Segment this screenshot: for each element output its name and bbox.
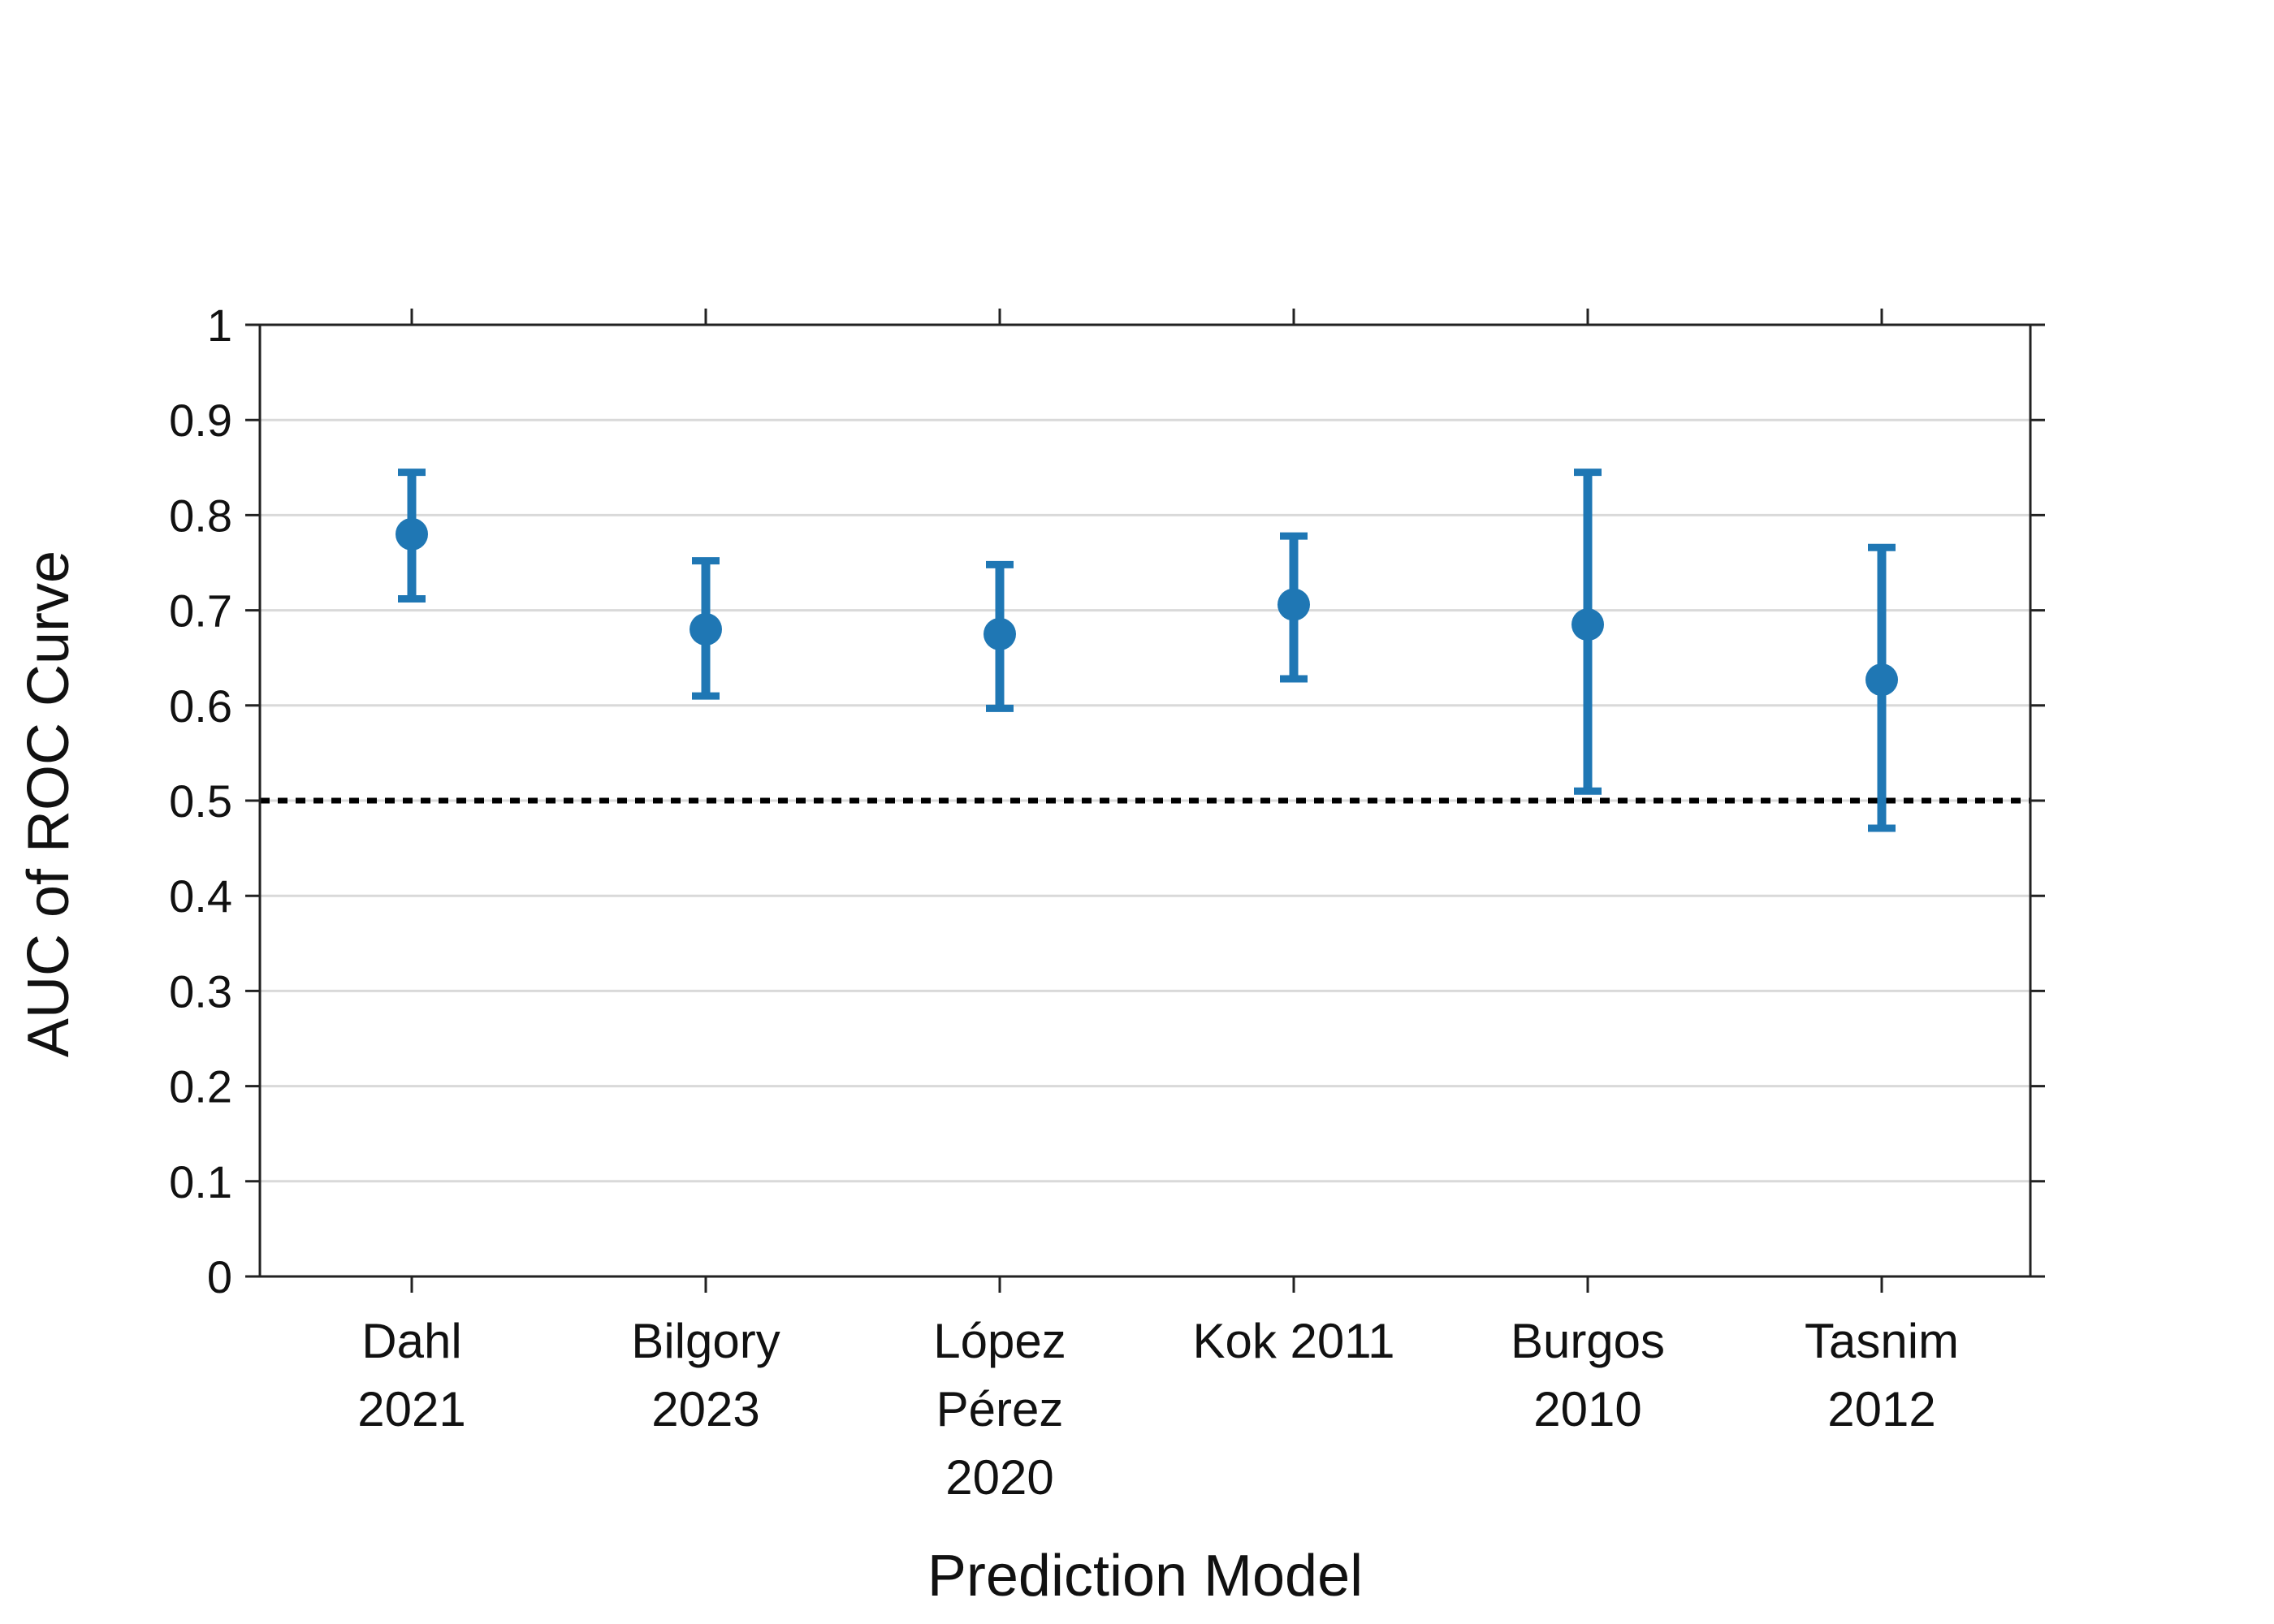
x-tick-label: Dahl 2021 (357, 1314, 465, 1436)
x-tick-label: Burgos 2010 (1511, 1314, 1665, 1436)
x-axis-title: Prediction Model (927, 1544, 1363, 1609)
y-tick-label: 0.8 (169, 490, 232, 541)
data-point (1571, 608, 1604, 641)
x-tick-label-line: 2021 (357, 1382, 465, 1436)
y-tick-label: 0.2 (169, 1061, 232, 1112)
y-tick-label: 0.4 (169, 870, 232, 922)
x-tick-label: Bilgory 2023 (631, 1314, 780, 1436)
x-tick-label-line: Kok 2011 (1192, 1314, 1394, 1368)
data-points (396, 517, 1898, 697)
x-tick-label: López Pérez 2020 (933, 1314, 1066, 1505)
data-point (396, 517, 428, 551)
y-tick-label: 0.5 (169, 775, 232, 827)
x-tick-label-line: 2020 (945, 1450, 1053, 1505)
y-tick-label: 1 (207, 300, 232, 351)
x-tick-label-line: 2012 (1827, 1382, 1935, 1436)
y-axis-title: AUC of ROC Curve (16, 551, 81, 1057)
x-tick-label-line: 2023 (651, 1382, 759, 1436)
x-tick-label-line: López (933, 1314, 1066, 1368)
axis-ticks (245, 309, 2045, 1293)
y-tick-label: 0.7 (169, 585, 232, 637)
x-tick-label-line: Pérez (936, 1382, 1064, 1436)
data-point (690, 613, 722, 646)
x-tick-labels: Dahl 2021 Bilgory 2023 López Pérez 2020 Kok 201… (357, 1314, 1959, 1505)
x-tick-label: Kok 2011 (1192, 1314, 1394, 1368)
y-tick-label: 0.6 (169, 680, 232, 732)
x-tick-label: Tasnim 2012 (1805, 1314, 1959, 1436)
data-point (984, 617, 1016, 650)
x-tick-label-line: Tasnim (1805, 1314, 1959, 1368)
x-tick-label-line: Dahl (361, 1314, 461, 1368)
error-bars (398, 469, 1896, 832)
y-tick-label: 0.3 (169, 965, 232, 1017)
y-tick-labels: 0 0.1 0.2 0.3 0.4 0.5 0.6 0.7 0.8 0.9 1 (169, 300, 232, 1302)
y-tick-label: 0.9 (169, 395, 232, 446)
x-tick-label-line: Burgos (1511, 1314, 1665, 1368)
data-point (1278, 588, 1310, 621)
x-tick-label-line: Bilgory (631, 1314, 780, 1368)
data-point (1865, 663, 1898, 697)
y-tick-label: 0 (207, 1251, 232, 1302)
y-tick-label: 0.1 (169, 1156, 232, 1207)
x-tick-label-line: 2010 (1533, 1382, 1641, 1436)
